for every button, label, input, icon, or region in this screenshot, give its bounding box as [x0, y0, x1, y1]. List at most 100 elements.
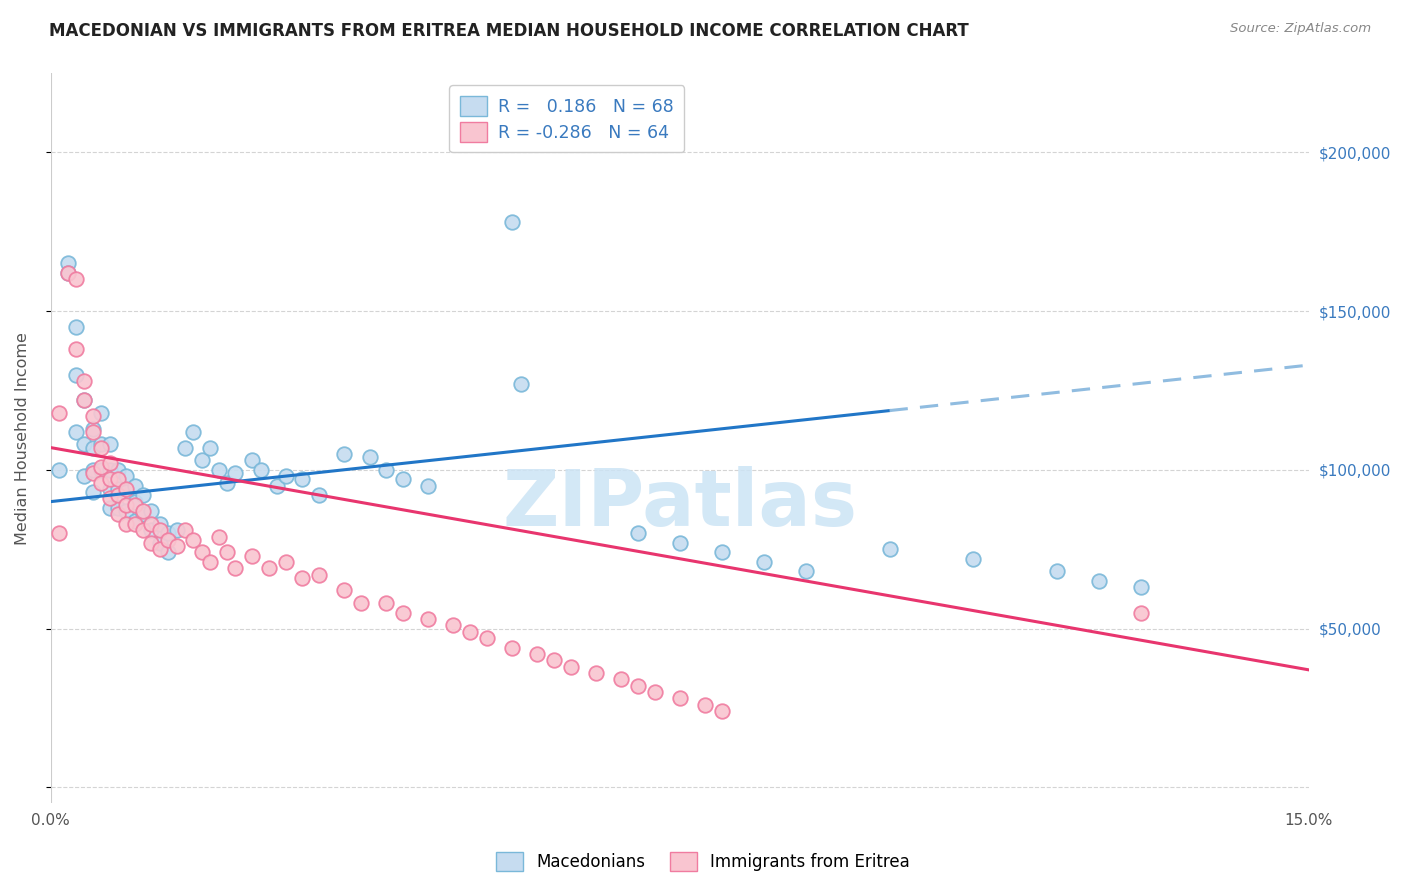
- Point: [90, 463, 112, 477]
- Point: [132, 508, 155, 522]
- Point: [107, 488, 129, 502]
- Text: ZIPatlas: ZIPatlas: [502, 466, 858, 541]
- Point: [375, 596, 398, 610]
- Point: [543, 653, 565, 667]
- Point: [198, 441, 221, 455]
- Point: [207, 529, 229, 543]
- Point: [48, 406, 70, 420]
- Point: [183, 425, 205, 439]
- Point: [90, 475, 112, 490]
- Point: [509, 377, 531, 392]
- Point: [183, 533, 205, 547]
- Point: [149, 516, 172, 531]
- Point: [240, 453, 263, 467]
- Point: [115, 504, 138, 518]
- Point: [98, 457, 121, 471]
- Point: [149, 542, 172, 557]
- Point: [610, 673, 633, 687]
- Point: [124, 514, 146, 528]
- Point: [392, 606, 415, 620]
- Point: [90, 441, 112, 455]
- Point: [132, 488, 155, 502]
- Point: [174, 441, 197, 455]
- Point: [627, 679, 650, 693]
- Point: [82, 409, 104, 423]
- Point: [98, 482, 121, 496]
- Point: [291, 472, 314, 486]
- Point: [124, 516, 146, 531]
- Point: [141, 516, 163, 531]
- Point: [115, 469, 138, 483]
- Point: [124, 494, 146, 508]
- Point: [215, 475, 238, 490]
- Point: [392, 472, 415, 486]
- Text: MACEDONIAN VS IMMIGRANTS FROM ERITREA MEDIAN HOUSEHOLD INCOME CORRELATION CHART: MACEDONIAN VS IMMIGRANTS FROM ERITREA ME…: [49, 22, 969, 40]
- Point: [157, 545, 180, 559]
- Point: [526, 647, 548, 661]
- Point: [274, 555, 297, 569]
- Point: [257, 561, 280, 575]
- Point: [107, 482, 129, 496]
- Point: [375, 463, 398, 477]
- Point: [752, 555, 775, 569]
- Legend: R =   0.186   N = 68, R = -0.286   N = 64: R = 0.186 N = 68, R = -0.286 N = 64: [450, 86, 685, 153]
- Point: [794, 565, 817, 579]
- Point: [962, 551, 984, 566]
- Point: [501, 640, 523, 655]
- Point: [73, 392, 96, 407]
- Point: [107, 508, 129, 522]
- Point: [90, 406, 112, 420]
- Point: [418, 612, 440, 626]
- Point: [693, 698, 716, 712]
- Point: [82, 463, 104, 477]
- Point: [441, 618, 464, 632]
- Point: [191, 545, 214, 559]
- Point: [73, 437, 96, 451]
- Point: [157, 533, 180, 547]
- Point: [107, 463, 129, 477]
- Point: [141, 536, 163, 550]
- Point: [198, 555, 221, 569]
- Point: [73, 374, 96, 388]
- Point: [359, 450, 381, 464]
- Point: [98, 437, 121, 451]
- Point: [879, 542, 901, 557]
- Point: [308, 567, 330, 582]
- Point: [240, 549, 263, 563]
- Point: [48, 526, 70, 541]
- Point: [266, 479, 288, 493]
- Point: [418, 479, 440, 493]
- Point: [149, 536, 172, 550]
- Point: [224, 466, 246, 480]
- Point: [333, 583, 356, 598]
- Point: [669, 536, 692, 550]
- Point: [157, 526, 180, 541]
- Point: [107, 500, 129, 515]
- Point: [115, 498, 138, 512]
- Text: Source: ZipAtlas.com: Source: ZipAtlas.com: [1230, 22, 1371, 36]
- Point: [1046, 565, 1069, 579]
- Point: [124, 498, 146, 512]
- Point: [65, 272, 87, 286]
- Point: [82, 425, 104, 439]
- Point: [98, 500, 121, 515]
- Point: [73, 392, 96, 407]
- Point: [710, 704, 733, 718]
- Point: [82, 441, 104, 455]
- Point: [65, 320, 87, 334]
- Point: [585, 666, 607, 681]
- Point: [73, 469, 96, 483]
- Point: [65, 368, 87, 382]
- Point: [124, 479, 146, 493]
- Point: [274, 469, 297, 483]
- Point: [1130, 606, 1153, 620]
- Point: [458, 624, 481, 639]
- Point: [115, 485, 138, 500]
- Point: [215, 545, 238, 559]
- Point: [82, 421, 104, 435]
- Point: [141, 504, 163, 518]
- Point: [1130, 580, 1153, 594]
- Point: [166, 523, 188, 537]
- Point: [627, 526, 650, 541]
- Point: [191, 453, 214, 467]
